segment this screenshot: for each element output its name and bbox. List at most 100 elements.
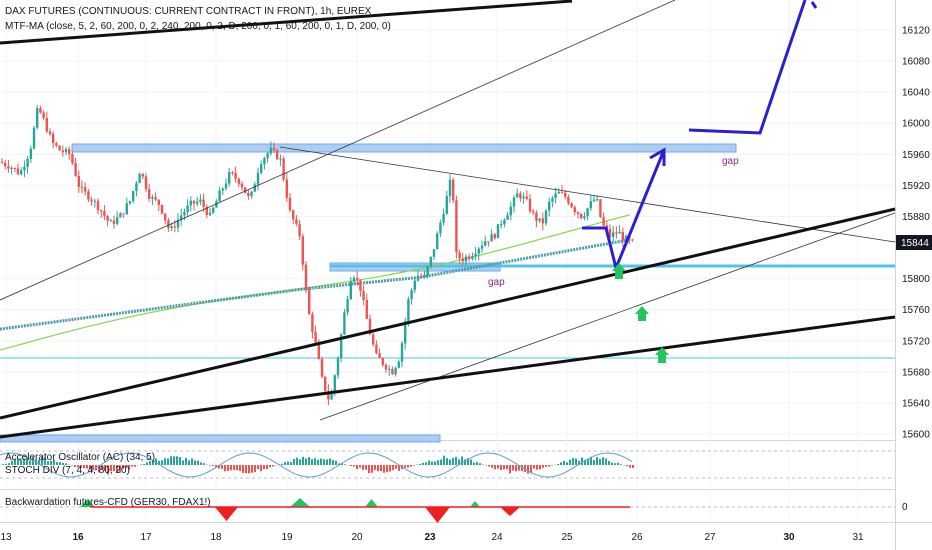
- oscillator-bar: [173, 456, 175, 465]
- oscillator-bar: [350, 465, 352, 467]
- oscillator-bar: [191, 458, 193, 465]
- candle-body: [250, 191, 253, 196]
- backwardation-shape: [215, 507, 238, 521]
- candle-body: [151, 197, 154, 199]
- x-tick-label: 20: [351, 532, 363, 543]
- oscillator-bar: [443, 455, 445, 465]
- oscillator-bar: [542, 465, 544, 468]
- candle-body: [23, 166, 26, 171]
- oscillator-bar: [431, 461, 433, 465]
- candle-body: [52, 134, 55, 144]
- candle-body: [448, 179, 452, 197]
- candle-body: [304, 264, 308, 290]
- candle-body: [416, 276, 420, 281]
- projection-path[interactable]: [582, 149, 666, 273]
- rising-thick-trendline-1[interactable]: [0, 207, 896, 420]
- candle-body: [112, 220, 116, 224]
- oscillator-bar: [530, 465, 532, 474]
- backwardation-shape: [470, 501, 480, 507]
- oscillator-bar: [320, 458, 322, 465]
- rising-thick-trendline-2[interactable]: [0, 315, 896, 439]
- candle-body: [506, 215, 509, 220]
- candle-body: [375, 344, 378, 354]
- candle-body: [80, 186, 84, 188]
- candle-body: [583, 216, 586, 219]
- oscillator-bar: [44, 457, 46, 465]
- candle-body: [560, 192, 564, 194]
- oscillator-bar: [146, 462, 148, 465]
- time-axis[interactable]: 13 16 17 18 19 20 23 24 25 26 27 30 31: [0, 532, 864, 543]
- candle-body: [340, 334, 343, 358]
- candle-body: [544, 210, 548, 224]
- backwardation-shape: [365, 499, 378, 507]
- oscillator-bar: [473, 462, 475, 465]
- candle-body: [269, 148, 272, 154]
- descending-trendline[interactable]: [279, 146, 896, 243]
- x-tick-label: 18: [210, 532, 222, 543]
- candle-body: [90, 199, 93, 202]
- oscillator-bar: [212, 465, 214, 466]
- up-arrow-1[interactable]: [612, 263, 626, 279]
- oscillator-bar: [386, 465, 388, 473]
- projection-path-2[interactable]: [688, 0, 807, 135]
- oscillator-bar: [518, 465, 520, 471]
- candle-body: [170, 226, 173, 229]
- bottom-zone[interactable]: [0, 434, 441, 443]
- oscillator-bar: [218, 465, 220, 469]
- oscillator-bar: [566, 462, 568, 465]
- oscillator-bar: [266, 465, 268, 470]
- up-arrow-2[interactable]: [635, 306, 649, 321]
- oscillator-bar: [194, 460, 196, 465]
- oscillator-bar: [239, 465, 241, 472]
- candle-body: [186, 205, 189, 212]
- candle-body: [189, 200, 192, 206]
- candle-body: [432, 249, 436, 257]
- oscillator-bar: [608, 460, 610, 465]
- indicator-legend: MTF-MA (close, 5, 2, 60, 200, 0, 2, 240,…: [5, 21, 391, 32]
- oscillator-bar: [305, 458, 307, 465]
- trendlines[interactable]: [0, 0, 896, 439]
- candle-body: [538, 218, 541, 221]
- x-tick-label: 19: [281, 532, 293, 543]
- candle-body: [522, 196, 525, 199]
- candle-body: [586, 208, 589, 217]
- oscillator-bar: [377, 465, 379, 472]
- oscillator-bar: [65, 463, 67, 465]
- oscillator-bar: [437, 460, 439, 465]
- candle-body: [87, 191, 90, 200]
- oscillator-bar: [539, 465, 541, 470]
- candle-body: [125, 203, 128, 215]
- candle-body: [589, 201, 592, 209]
- candle-body: [464, 256, 468, 262]
- x-tick-label: 27: [704, 532, 716, 543]
- candle-body: [45, 118, 48, 132]
- candle-body: [260, 164, 263, 173]
- oscillator-bar: [8, 463, 10, 465]
- oscillator-bar: [362, 465, 364, 470]
- oscillator-bar: [491, 465, 493, 468]
- candle-body: [352, 277, 356, 282]
- oscillator-bar: [545, 465, 547, 467]
- oscillator-bar: [110, 465, 112, 472]
- up-arrow-3[interactable]: [655, 347, 669, 363]
- backwardation-axis-zero: 0: [902, 502, 908, 513]
- candle-body: [247, 192, 250, 196]
- candle-body: [420, 276, 423, 278]
- y-tick-label: 16080: [902, 57, 930, 68]
- candle-body: [573, 207, 576, 213]
- candle-body: [477, 248, 480, 254]
- rising-thin-trendline[interactable]: [319, 212, 896, 421]
- oscillator-bar: [434, 461, 436, 465]
- candle-body: [525, 196, 528, 199]
- candle-body: [64, 149, 68, 153]
- top-trendline[interactable]: [0, 0, 573, 45]
- candle-body: [20, 170, 23, 175]
- upper-resistance-zone[interactable]: [71, 143, 737, 153]
- oscillator-bar: [215, 465, 217, 468]
- y-tick-label: 15600: [902, 430, 930, 441]
- channel-upper-thin[interactable]: [0, 0, 676, 301]
- price-axis[interactable]: 16120 16080 16040 16000 15960 15920 15880 15800…: [902, 26, 930, 441]
- oscillator-bar: [122, 465, 124, 469]
- oscillator-bar: [557, 463, 559, 465]
- gap-label-upper: gap: [722, 156, 739, 167]
